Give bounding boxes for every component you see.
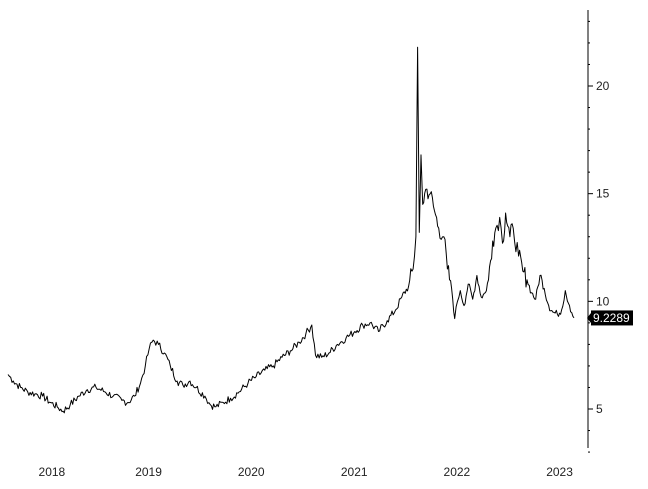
x-tick-label: 2019 [135,465,162,479]
x-tick-label: 2020 [238,465,265,479]
y-axis-ticks: 5 10 15 20 [588,20,610,453]
y-tick-label: 10 [596,294,610,308]
x-axis-ticks: 2018 2019 2020 2021 2022 2023 [39,465,574,479]
series-line [7,46,575,414]
x-tick-label: 2023 [546,465,573,479]
last-value-badge: 9.2289 [587,310,633,326]
x-tick-label: 2018 [39,465,66,479]
y-tick-label: 15 [596,187,610,201]
x-tick-label: 2022 [444,465,471,479]
last-value-label: 9.2289 [593,311,630,325]
y-tick-label: 20 [596,79,610,93]
last-value-box [591,310,633,326]
last-value-pointer [587,312,591,323]
y-tick-label: 5 [596,402,603,416]
x-tick-label: 2021 [341,465,368,479]
